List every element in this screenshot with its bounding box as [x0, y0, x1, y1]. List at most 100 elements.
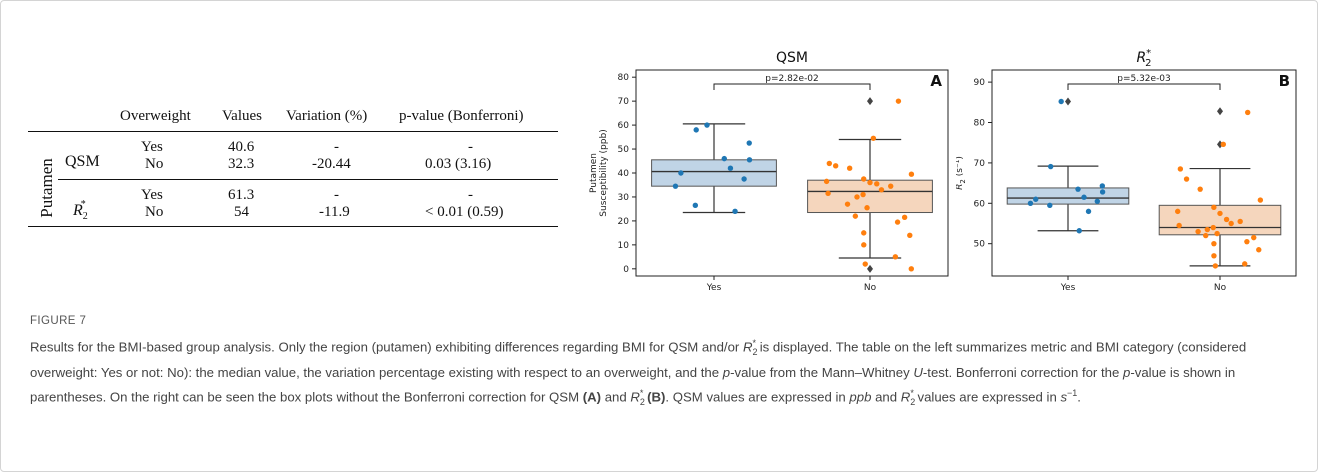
- qsm-boxplot-svg: QSM 0 10 20 30 40 50 60 70 80 Putamen Susceptibilit…: [589, 50, 949, 293]
- data-point: [1195, 228, 1201, 235]
- data-point: [741, 176, 747, 182]
- y-tick-label: 80: [618, 73, 630, 83]
- data-point: [878, 187, 885, 193]
- data-point: [1242, 261, 1248, 267]
- data-point: [1210, 224, 1216, 231]
- y-tick-label: 30: [618, 193, 630, 203]
- data-point: [672, 183, 679, 189]
- x-tick-label: No: [1214, 283, 1227, 293]
- table-cell: 61.3: [228, 187, 255, 203]
- table-cell: -20.44: [312, 156, 351, 172]
- panel-letter: A: [930, 72, 942, 90]
- data-point: [1075, 186, 1081, 192]
- data-point: [1085, 208, 1092, 215]
- data-point: [825, 190, 831, 197]
- y-tick-label: 50: [974, 240, 986, 250]
- table-metric-r2star: R2*: [73, 199, 88, 222]
- data-point: [894, 219, 901, 225]
- data-point: [832, 163, 839, 169]
- data-point: [1099, 183, 1106, 189]
- data-point: [1220, 141, 1226, 148]
- data-point: [1211, 253, 1217, 259]
- y-tick-label: 40: [618, 169, 630, 179]
- table-cell: -: [334, 139, 339, 155]
- table-cell: -: [334, 187, 339, 203]
- table-cell: No: [145, 156, 164, 172]
- data-point: [1211, 204, 1217, 211]
- data-point: [1214, 230, 1220, 237]
- data-point: [874, 181, 880, 187]
- table-rule-mid: [58, 179, 558, 180]
- significance-bracket: [1067, 83, 1221, 90]
- outlier-marker: [1065, 97, 1071, 106]
- data-point: [844, 201, 851, 207]
- figure-label: FIGURE 7: [30, 315, 87, 327]
- table-rule-top: [28, 131, 558, 133]
- data-point: [1203, 232, 1209, 239]
- y-tick-label: 0: [623, 265, 629, 275]
- data-point: [870, 135, 877, 141]
- y-axis-label: R2 (s⁻¹): [956, 156, 967, 190]
- data-point: [1217, 210, 1223, 217]
- table-cell: No: [145, 204, 164, 220]
- figure-caption: Results for the BMI-based group analysis…: [30, 338, 1247, 408]
- data-point: [1081, 194, 1087, 200]
- significance-label: p=2.82e-02: [765, 74, 819, 84]
- data-point: [895, 98, 902, 104]
- y-tick-label: 50: [618, 145, 630, 155]
- data-point: [1244, 109, 1251, 116]
- table-header-variation: Variation (%): [286, 108, 368, 124]
- table-cell: -11.9: [319, 204, 350, 220]
- data-point: [901, 214, 908, 221]
- data-point: [1257, 197, 1264, 203]
- table-header-overweight: Overweight: [120, 108, 191, 124]
- significance-bracket: [713, 83, 871, 90]
- r2star-boxplot: R* 2 50 60 70 80 90 R2 (s⁻¹) Yes No p=5.32e-03 B: [955, 42, 1306, 296]
- data-point: [1212, 263, 1219, 269]
- qsm-boxplot: QSM 0 10 20 30 40 50 60 70 80 Putamen Susceptibilit…: [572, 42, 956, 296]
- data-point: [692, 202, 699, 209]
- y-tick-label: 20: [618, 217, 630, 227]
- panel-letter: B: [1279, 72, 1290, 90]
- y-tick-label: 80: [974, 119, 986, 129]
- plot-title: QSM: [776, 50, 808, 66]
- data-point: [846, 165, 853, 171]
- data-point: [861, 230, 867, 236]
- data-point: [1047, 163, 1054, 170]
- table-cell: 40.6: [228, 139, 255, 155]
- y-tick-label: 60: [974, 199, 986, 209]
- data-point: [1256, 247, 1262, 253]
- x-tick-label: Yes: [706, 283, 722, 293]
- data-point: [1177, 166, 1184, 172]
- table-cell: < 0.01 (0.59): [425, 204, 504, 220]
- y-axis-label: Putamen: [589, 153, 599, 193]
- box-yes: [1006, 187, 1130, 205]
- x-tick-label: Yes: [1060, 283, 1076, 293]
- y-tick-label: 60: [618, 121, 630, 131]
- box-yes: [651, 159, 777, 187]
- y-tick-label: 70: [618, 97, 630, 107]
- table-cell: 54: [234, 204, 249, 220]
- data-point: [852, 213, 859, 219]
- data-point: [721, 155, 727, 162]
- table-header-pvalue: p-value (Bonferroni): [399, 108, 524, 124]
- table-cell: Yes: [141, 139, 163, 155]
- data-point: [1047, 202, 1053, 209]
- table-row-group-label: Putamen: [37, 158, 56, 218]
- data-point: [1176, 222, 1182, 229]
- data-point: [1175, 208, 1181, 215]
- data-point: [867, 179, 873, 186]
- r2star-boxplot-svg: R* 2 50 60 70 80 90 R2 (s⁻¹) Yes No p=5.32e-03 B: [955, 48, 1297, 293]
- data-point: [864, 205, 870, 211]
- table-cell: -: [468, 187, 473, 203]
- data-point: [854, 194, 860, 200]
- data-point: [1076, 228, 1082, 234]
- data-point: [861, 242, 867, 248]
- data-point: [1099, 189, 1106, 195]
- plot-title: R* 2: [1136, 48, 1151, 69]
- data-point: [907, 232, 913, 238]
- table-cell: Yes: [141, 187, 163, 203]
- data-point: [727, 165, 734, 171]
- data-point: [908, 171, 915, 177]
- table-cell: 32.3: [228, 156, 255, 172]
